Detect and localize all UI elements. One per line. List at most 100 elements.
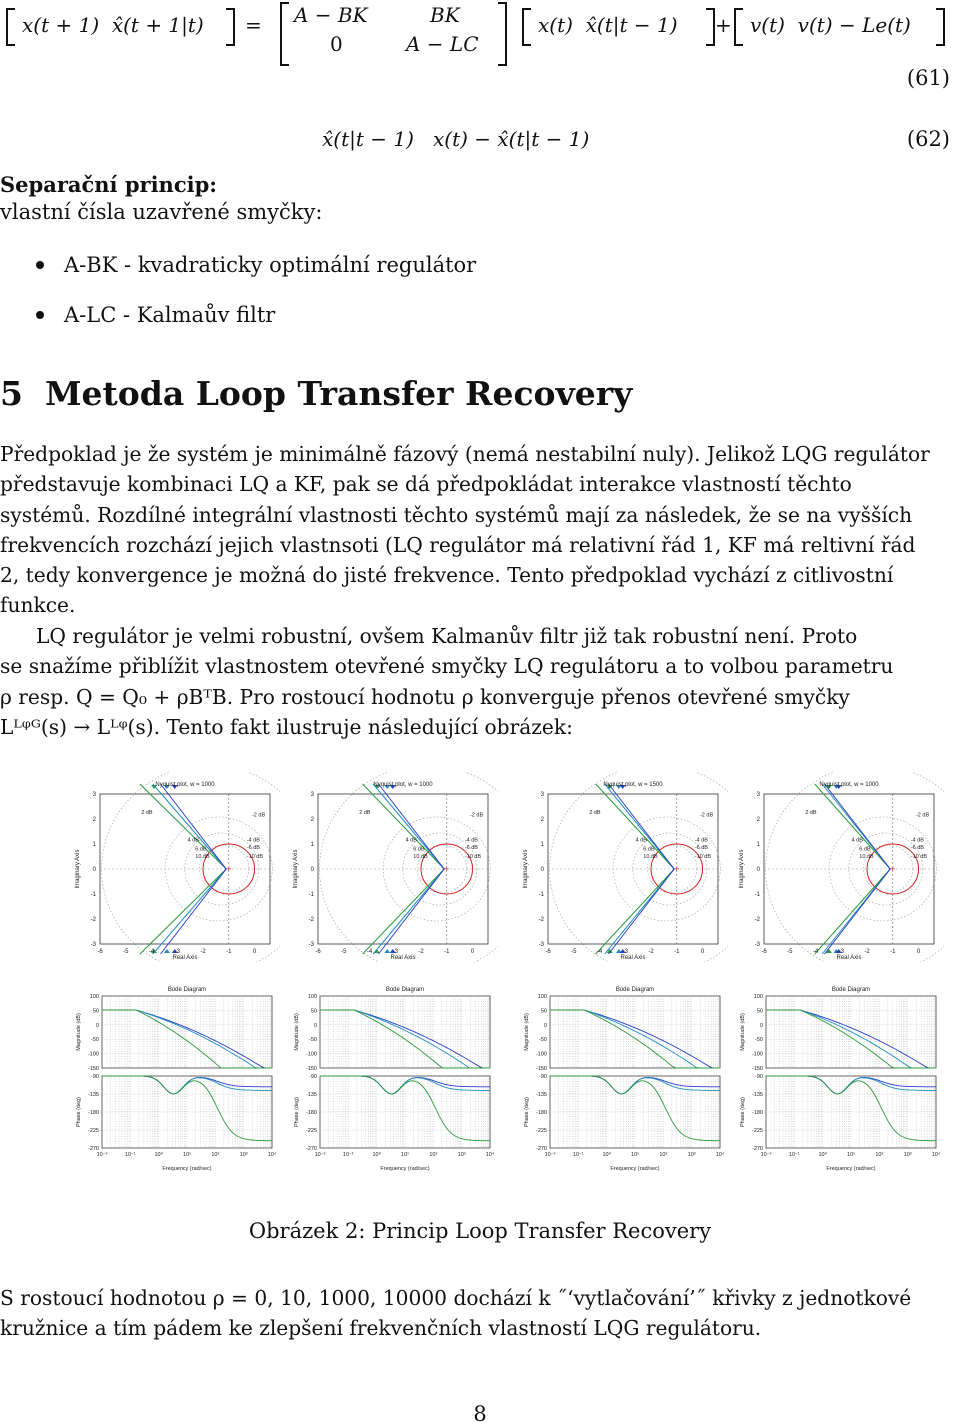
page-number: 8 [473,1402,487,1426]
db-label: 4 dB [406,838,418,844]
freq-tick-label: 10³ [904,1152,912,1158]
phase-tick-label: -135 [88,1092,99,1098]
mag-tick-label: 50 [541,1008,547,1014]
freq-tick-label: 10⁻¹ [343,1152,354,1158]
freq-tick-label: 10¹ [631,1152,639,1158]
y-tick-label: 2 [311,817,315,823]
db-label: 2 dB [589,810,601,816]
db-label: 10 dB [195,854,210,860]
freq-tick-label: 10⁻² [315,1152,326,1158]
x-tick-label: -4 [813,949,819,955]
nyquist-row: +2 dB -2 dB 4 dB -4 dB 6 dB -6 dB 10 dB -10 dB -… [70,772,950,962]
arrow-icon [171,949,178,953]
arrow-icon [619,949,626,953]
x-tick-label: -2 [648,949,654,955]
arrow-icon [163,949,170,953]
nyquist-title: Nyquist plot, w = 1000 [373,782,433,788]
paragraph-2: LQ regulátor je velmi robustní, ovšem Ka… [0,621,955,742]
phase-tick-label: -135 [752,1092,763,1098]
freq-tick-label: 10² [429,1152,437,1158]
nyquist-xlabel: Real Axis [620,955,645,961]
mag-tick-label: 100 [308,994,317,1000]
y-tick-label: -1 [539,892,545,898]
unit-circle [650,843,704,895]
y-tick-label: 0 [541,867,545,873]
mag-tick-label: -50 [309,1037,317,1043]
nyquist-title: Nyquist plot, w = 1500 [603,782,663,788]
x-tick-label: -1 [226,949,232,955]
x-tick-label: -6 [761,949,767,955]
state-bracket-left [522,8,531,46]
bracket-left [6,8,15,46]
freq-tick-label: 10⁻¹ [573,1152,584,1158]
phase-tick-label: -90 [91,1074,99,1080]
x-tick-label: 0 [253,949,257,955]
bullet-dot-icon [36,260,44,269]
db-label: 6 dB [195,846,207,852]
nyquist-svg: +2 dB -2 dB 4 dB -4 dB 6 dB -6 dB 10 dB -10 dB -… [293,772,498,962]
arrow-icon [151,949,158,953]
db-label: -10 dB [465,854,482,860]
db-label: -10 dB [695,854,712,860]
db-label: 6 dB [859,846,871,852]
state-bracket-right [706,8,715,46]
freq-tick-label: 10⁰ [155,1151,164,1158]
freq-tick-label: 10² [659,1152,667,1158]
p1-line: systémů. Rozdílné integrální vlastnosti … [0,502,913,527]
db-label: -6 dB [911,845,924,851]
phase-tick-label: -90 [309,1074,317,1080]
arrow-icon [825,949,832,953]
matrix-a12: BK [430,3,460,27]
arrow-icon [171,785,178,789]
bode-title: Bode Diagram [168,987,206,993]
bullet-text-1: A-BK - kvadraticky optimální regulátor [64,253,477,277]
p2-line: LQ regulátor je velmi robustní, ovšem Ka… [36,624,858,648]
nyquist-title: Nyquist plot, w = 1000 [819,782,879,788]
mag-tick-label: -100 [306,1052,317,1058]
y-tick-label: 0 [311,867,315,873]
p1-line: 2, tedy konvergence je možná do jisté fr… [0,563,894,588]
bode-ylabel-phase: Phase (deg) [76,1097,82,1127]
y-tick-label: 1 [93,842,97,848]
x-tick-label: -6 [315,949,321,955]
x-tick-label: -3 [839,949,845,955]
nyquist-ylabel: Imaginary Axis [523,849,529,888]
unit-circle [202,843,256,895]
nyquist-title: Nyquist plot, w = 1000 [155,782,215,788]
phase-tick-label: -180 [306,1110,317,1116]
mag-tick-label: 100 [754,994,763,1000]
db-circle [632,832,708,906]
phase-tick-label: -90 [755,1074,763,1080]
bullet-item-2: A-LC - Kalmaův filtr [36,303,275,327]
bode-svg: 100 50 0 -50 -100 -150 -90 -135 -180 -225 -27010⁻²… [294,987,495,1172]
freq-tick-label: 10¹ [847,1152,855,1158]
y-tick-label: 2 [541,817,545,823]
phase-tick-label: -225 [536,1128,547,1134]
p2-line: Lᴸᵠᴳ(s) → Lᴸᵠ(s). Tento fakt ilustruje n… [0,714,573,739]
arrow-icon [835,949,842,953]
db-label: 2 dB [359,810,371,816]
p1-line: Předpoklad je že systém je minimálně fáz… [0,442,930,466]
eq61-noise-vle: v(t) − Le(t) [797,13,911,37]
db-label: -2 dB [470,813,483,819]
eq61-lhs-xhat: x̂(t + 1|t) [111,13,204,37]
lqg-mag [320,1009,490,1069]
db-label: -6 dB [465,845,478,851]
nyquist-plot: +2 dB -2 dB 4 dB -4 dB 6 dB -6 dB 10 dB -10 dB -… [70,772,280,962]
db-label: 4 dB [636,838,648,844]
y-tick-label: -2 [539,917,545,923]
nyquist-ylabel: Imaginary Axis [293,849,299,888]
freq-tick-label: 10⁻¹ [125,1152,136,1158]
eq62-terms: x̂(t|t − 1) x(t) − x̂(t|t − 1) [322,127,589,151]
arrow-icon [389,785,396,789]
bode-plot: 100 50 0 -50 -100 -150 -90 -135 -180 -225 -270 10⁻²… [70,982,280,1172]
x-tick-label: -3 [623,949,629,955]
y-tick-label: -3 [539,942,545,948]
x-tick-label: -5 [571,949,577,955]
arrow-icon [825,785,832,789]
eq61-lhs-x: x(t + 1) [22,13,100,37]
freq-tick-label: 10⁴ [932,1151,941,1158]
p2-line: se snažíme přiblížit vlastnostem otevřen… [0,654,894,679]
y-tick-label: 1 [311,842,315,848]
y-tick-label: -2 [755,917,761,923]
